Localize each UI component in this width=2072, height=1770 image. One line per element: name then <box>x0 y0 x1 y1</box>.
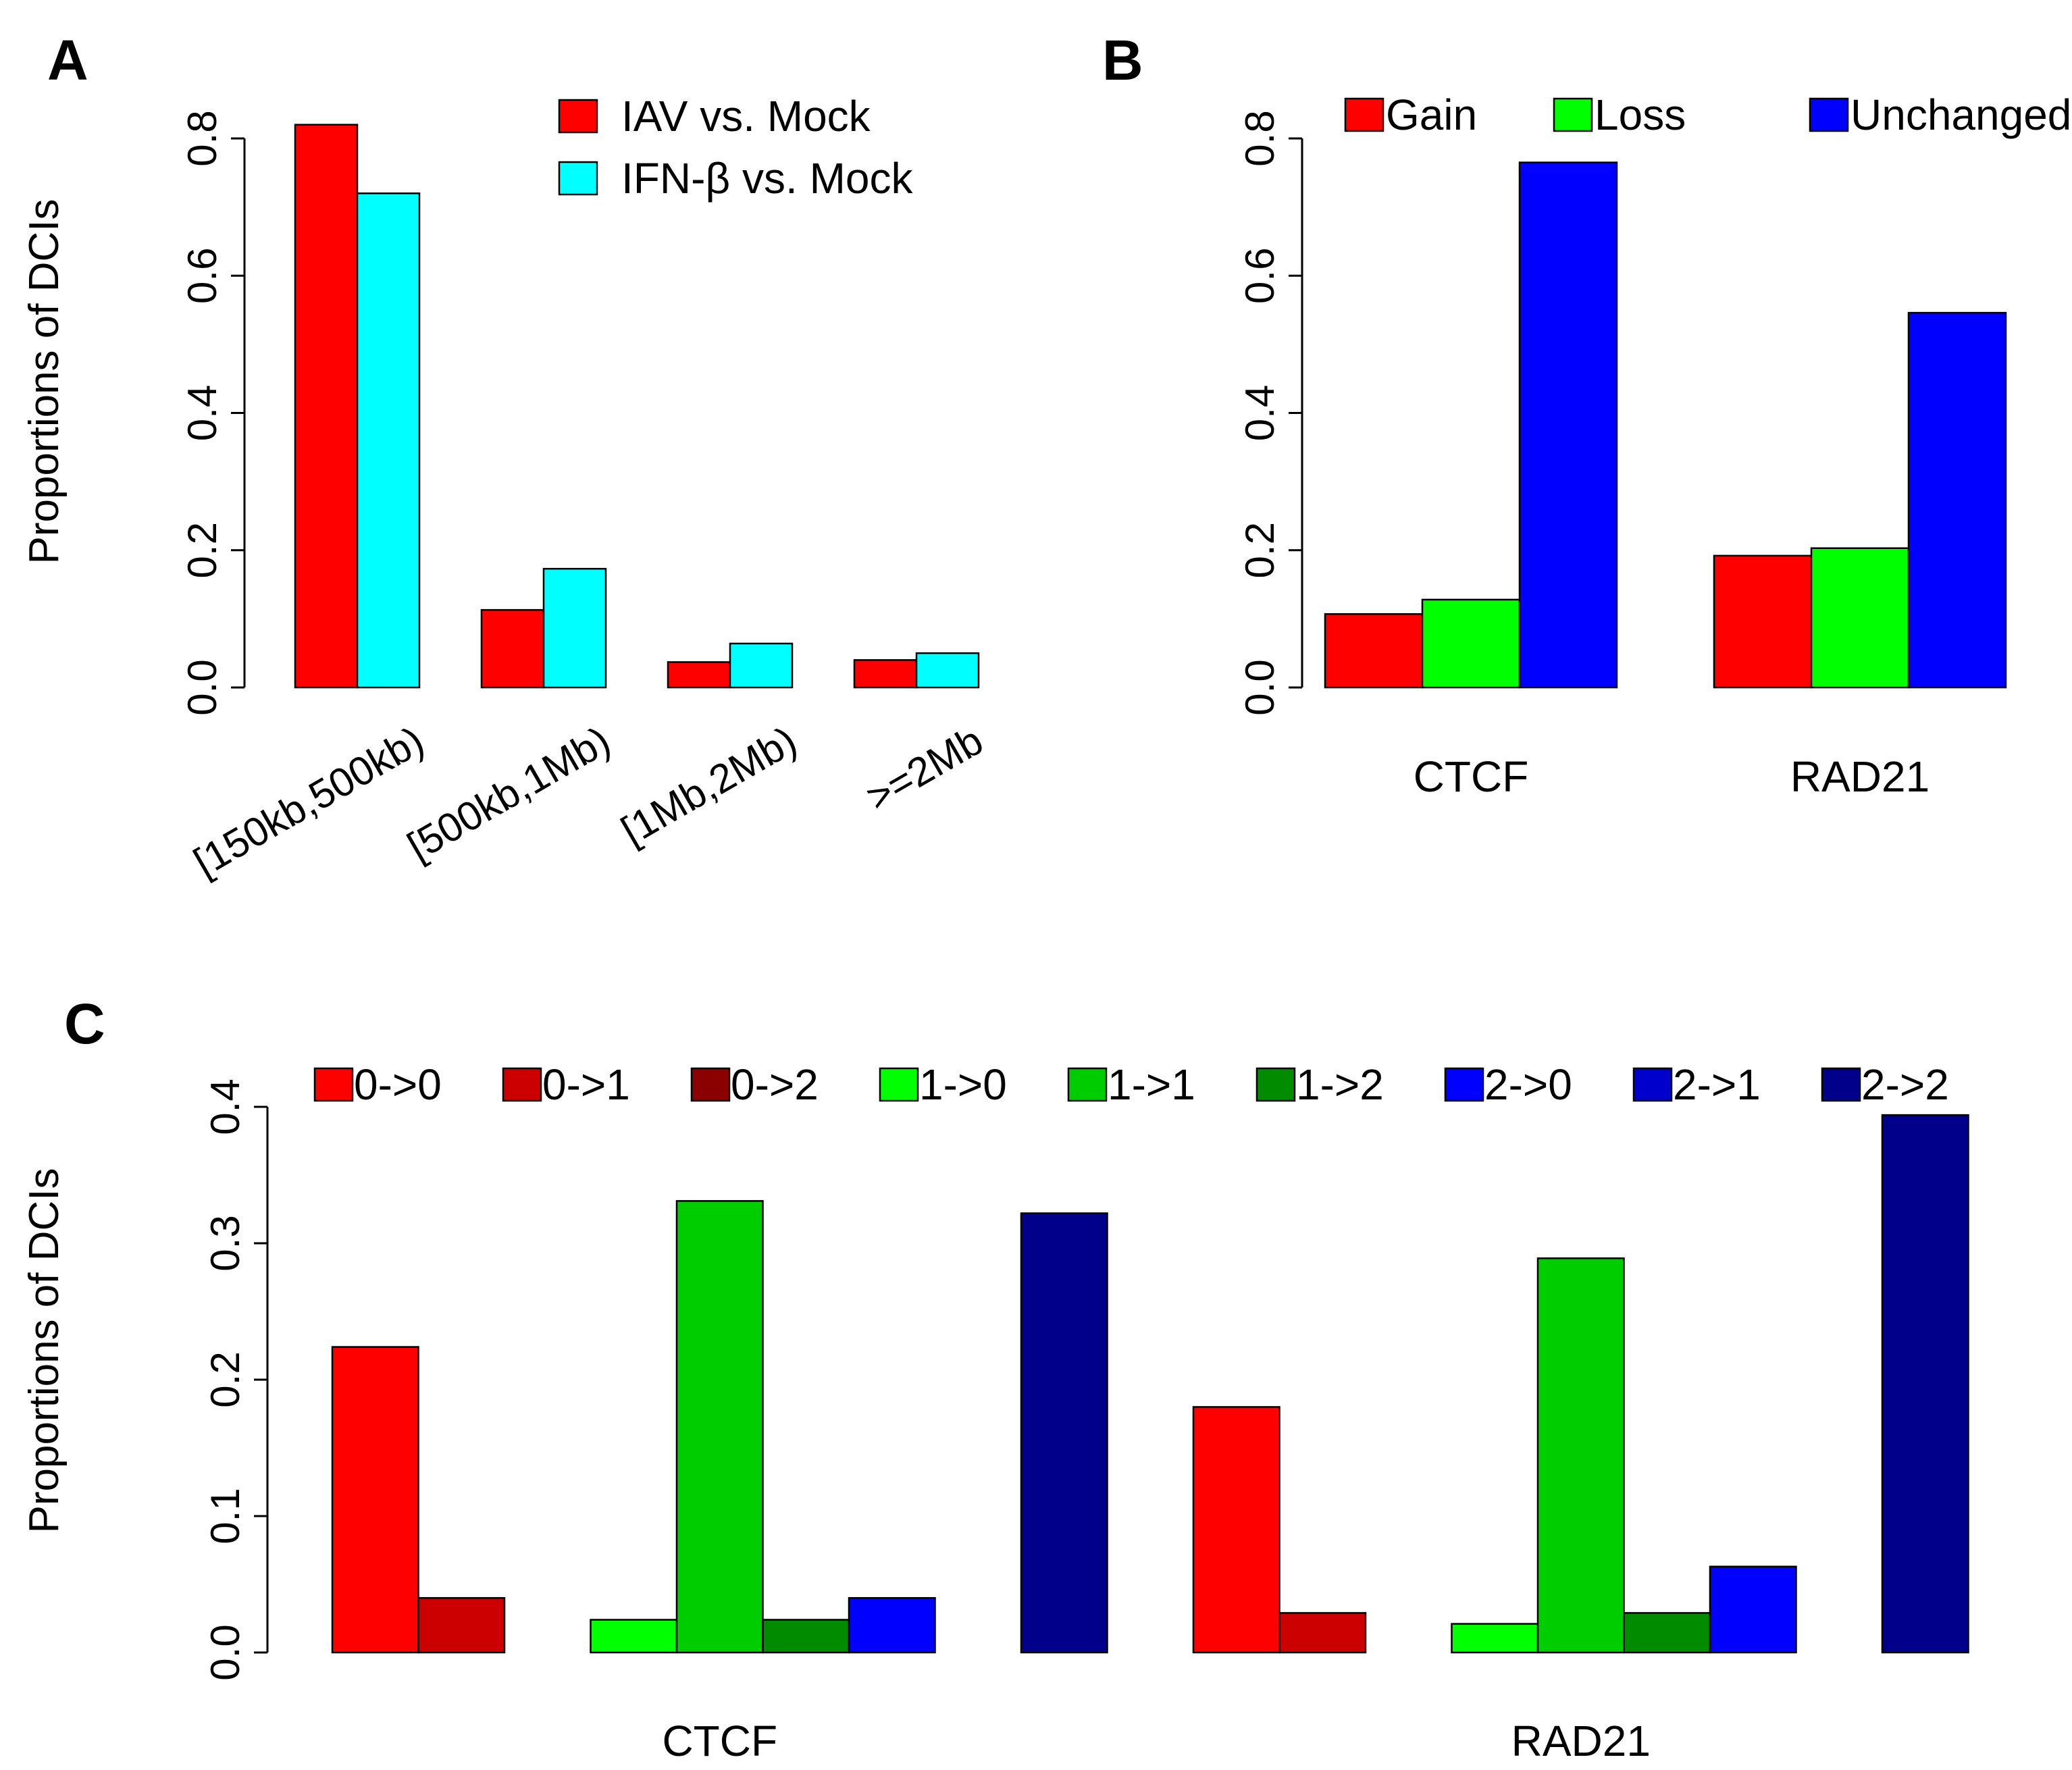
y-tick-label: 0.2 <box>1237 522 1283 578</box>
y-tick-label: 0.3 <box>203 1215 248 1271</box>
bar-2-0-5 <box>762 1619 850 1654</box>
legend-swatch <box>690 1067 731 1102</box>
bar-2-1-3 <box>1451 1623 1539 1654</box>
y-tick-label: 0.4 <box>1237 385 1283 441</box>
bar-2-0-8 <box>1020 1212 1108 1654</box>
y-axis-title: Proportions of DCIs <box>21 1168 68 1534</box>
y-tick-label: 0.0 <box>203 1624 248 1680</box>
legend-label: 2->2 <box>1861 1060 1949 1109</box>
x-category-label: [1Mb,2Mb) <box>614 718 804 854</box>
x-category-label: [150kb,500kb) <box>186 718 432 885</box>
legend-swatch <box>1632 1067 1673 1102</box>
bar-2-1-8 <box>1881 1114 1969 1654</box>
panel-a-letter: A <box>47 28 88 92</box>
legend-label: IAV vs. Mock <box>621 92 871 140</box>
y-tick-label: 0.8 <box>180 110 225 166</box>
bar-0-3-1 <box>915 652 980 689</box>
bar-2-1-0 <box>1192 1406 1280 1654</box>
legend-label: 2->1 <box>1673 1060 1761 1109</box>
y-tick-label: 0.6 <box>180 248 225 304</box>
legend-swatch <box>313 1067 354 1102</box>
bar-0-3-0 <box>853 659 918 689</box>
legend-swatch <box>558 99 598 134</box>
legend-label: 0->1 <box>542 1060 630 1109</box>
legend-swatch <box>1809 97 1849 132</box>
bar-2-0-1 <box>417 1596 506 1654</box>
legend-label: Gain <box>1386 90 1477 139</box>
legend-label: 1->0 <box>919 1060 1007 1109</box>
x-category-label: CTCF <box>662 1717 777 1765</box>
x-category-label: RAD21 <box>1790 752 1929 801</box>
panel-b-chart: 0.0 0.2 0.4 0.6 0.8 CTCF RAD21 Gain Loss Unchange… <box>1237 90 2071 801</box>
bar-1-0-2 <box>1518 161 1618 689</box>
bar-1-1-2 <box>1907 311 2007 689</box>
legend-label: 0->2 <box>731 1060 819 1109</box>
y-tick-label: 0.2 <box>203 1351 248 1407</box>
bar-2-0-0 <box>331 1346 419 1654</box>
bar-1-0-0 <box>1324 613 1424 689</box>
legend-label: 1->1 <box>1108 1060 1195 1109</box>
x-category-label: RAD21 <box>1511 1717 1651 1765</box>
y-tick-label: 0.0 <box>180 659 225 715</box>
bar-0-0-1 <box>356 192 421 689</box>
y-tick-label: 0.8 <box>1237 110 1283 166</box>
legend-swatch <box>1553 97 1593 132</box>
panel-c-chart: 0.0 0.1 0.2 0.3 0.4 Proportions of DCIs CTCF RA… <box>21 1060 1969 1765</box>
y-tick-label: 0.0 <box>1237 659 1283 715</box>
y-tick-label: 0.2 <box>180 522 225 578</box>
bar-0-0-0 <box>294 124 359 689</box>
legend-swatch <box>1067 1067 1108 1102</box>
bar-0-2-0 <box>667 661 731 689</box>
bar-2-1-1 <box>1278 1612 1367 1654</box>
legend-label: 1->2 <box>1296 1060 1384 1109</box>
bar-0-2-1 <box>729 642 794 689</box>
legend-swatch <box>558 161 598 196</box>
bar-2-1-5 <box>1623 1612 1711 1654</box>
panel-a-chart: 0.0 0.2 0.4 0.6 0.8 Proportions of DCIs [150kb… <box>21 92 991 885</box>
bar-0-1-0 <box>480 608 545 689</box>
y-tick-label: 0.4 <box>180 385 225 441</box>
y-axis-title: Proportions of DCIs <box>21 199 68 565</box>
y-tick-label: 0.6 <box>1237 248 1283 304</box>
legend-swatch <box>1344 97 1384 132</box>
y-tick-label: 0.4 <box>203 1078 248 1135</box>
bar-2-0-3 <box>590 1619 678 1654</box>
legend-label: Unchanged <box>1850 90 2071 139</box>
bar-1-1-1 <box>1810 547 1910 689</box>
legend-swatch <box>1821 1067 1861 1102</box>
legend-swatch <box>1255 1067 1296 1102</box>
legend-swatch <box>1444 1067 1484 1102</box>
legend-label: IFN-β vs. Mock <box>621 154 913 203</box>
y-tick-label: 0.1 <box>203 1488 248 1544</box>
x-category-label: >=2Mb <box>858 718 990 820</box>
bar-2-0-6 <box>848 1596 936 1654</box>
x-category-label: [500kb,1Mb) <box>400 718 617 870</box>
bar-2-0-4 <box>675 1200 764 1654</box>
legend-label: 0->0 <box>354 1060 442 1109</box>
legend-label: 2->0 <box>1484 1060 1572 1109</box>
legend-swatch <box>879 1067 919 1102</box>
bar-2-1-6 <box>1709 1565 1797 1654</box>
x-category-label: CTCF <box>1414 752 1529 801</box>
legend-label: Loss <box>1595 90 1686 139</box>
legend-swatch <box>502 1067 542 1102</box>
bar-0-1-1 <box>542 567 607 689</box>
bar-2-1-4 <box>1536 1257 1625 1654</box>
bar-1-1-0 <box>1713 554 1813 689</box>
bar-1-0-1 <box>1421 598 1521 689</box>
panel-c-letter: C <box>64 992 105 1056</box>
panel-b-letter: B <box>1102 28 1143 92</box>
